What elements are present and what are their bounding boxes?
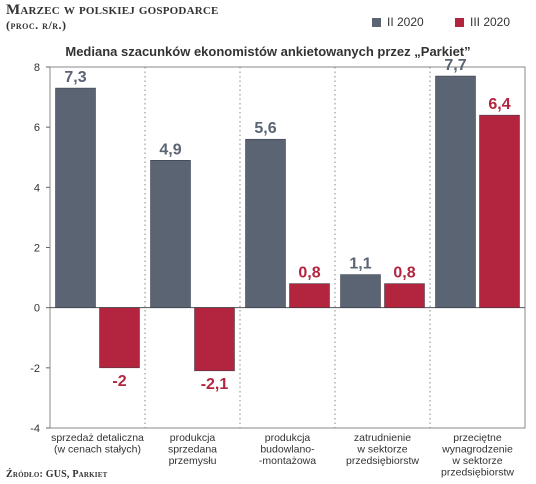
category-label: w sektorze [356,444,407,456]
bar-ii-2020 [245,138,286,308]
legend-swatch-iii-2020 [455,17,464,27]
y-tick-label: -4 [30,423,40,435]
category-label: przeciętne [453,432,502,444]
category-label: -montażowa [259,455,316,467]
data-label-iii-2020: 0,8 [393,265,415,282]
legend-item-ii-2020: II 2020 [372,15,424,29]
legend-swatch-ii-2020 [372,17,381,27]
bar-ii-2020 [435,75,476,308]
bar-ii-2020 [340,274,381,308]
y-tick-label: 6 [34,122,40,134]
source-note: Źródło: GUS, Parkiet [6,469,108,480]
category-label: przedsiębiorstw [441,467,514,479]
category-label: produkcja [170,432,216,444]
bar-ii-2020 [55,87,96,308]
data-label-ii-2020: 7,7 [444,57,466,74]
data-label-iii-2020: 0,8 [298,265,320,282]
y-tick-label: -2 [30,363,40,375]
category-label: sprzedaż detaliczna [51,432,144,444]
data-label-iii-2020: -2,1 [201,376,229,393]
y-tick-label: 4 [34,182,40,194]
bar-iii-2020 [479,114,520,308]
chart-title-main: Marzec w polskiej gospodarce [6,2,219,18]
category-label: produkcja [265,432,311,444]
bar-iii-2020 [289,283,330,308]
data-label-ii-2020: 7,3 [64,69,86,86]
y-tick-label: 8 [34,62,40,74]
data-label-ii-2020: 4,9 [159,141,181,158]
chart-heading: Mediana szacunków ekonomistów ankietowan… [65,44,471,59]
bar-ii-2020 [150,160,191,308]
chart-subtitle-unit: (proc. r/r.) [6,18,67,32]
bar-iii-2020 [194,307,235,372]
bar-iii-2020 [99,307,140,369]
category-label: w sektorze [451,455,502,467]
legend-label-ii-2020: II 2020 [387,15,424,29]
category-label: wynagrodzenie [441,444,513,456]
data-label-ii-2020: 5,6 [254,120,276,137]
legend-label-iii-2020: III 2020 [470,15,511,29]
bar-iii-2020 [384,283,425,308]
category-label: przemysłu [169,455,217,467]
legend-item-iii-2020: III 2020 [455,15,510,29]
category-label: budowlano- [260,444,315,456]
y-tick-label: 0 [34,303,40,315]
data-label-ii-2020: 1,1 [349,256,371,273]
data-label-iii-2020: -2 [112,373,126,390]
y-tick-label: 2 [34,243,40,255]
data-label-iii-2020: 6,4 [488,96,510,113]
category-label: sprzedana [168,444,217,456]
category-label: (w cenach stałych) [54,444,141,456]
category-label: przedsiębiorstw [346,455,419,467]
category-label: zatrudnienie [354,432,411,444]
